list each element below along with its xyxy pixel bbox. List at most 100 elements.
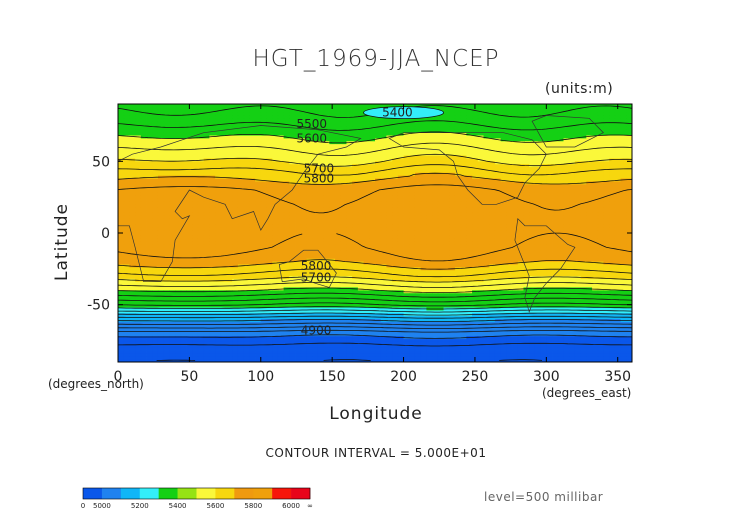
heatmap-cell [454, 235, 462, 240]
heatmap-cell [597, 255, 604, 260]
heatmap-cell [340, 192, 347, 197]
heatmap-cell [494, 258, 502, 263]
heatmap-cell [517, 235, 524, 240]
heatmap-cell [357, 109, 364, 113]
heatmap-cell [352, 227, 359, 231]
heatmap-cell [363, 241, 370, 245]
heatmap-cell [397, 230, 404, 234]
heatmap-cell [409, 244, 416, 248]
heatmap-cell [380, 149, 387, 154]
heatmap-cell [129, 230, 136, 234]
heatmap-cell [340, 124, 347, 128]
heatmap-cell [180, 207, 187, 211]
heatmap-cell [403, 147, 410, 151]
heatmap-cell [580, 104, 587, 108]
heatmap-cell [266, 118, 273, 122]
heatmap-cell [203, 247, 210, 251]
heatmap-cell [397, 124, 404, 128]
heatmap-cell [483, 124, 490, 128]
heatmap-cell [329, 169, 336, 174]
heatmap-cell [118, 215, 125, 220]
heatmap-cell [118, 141, 125, 145]
heatmap-cell [500, 230, 507, 234]
heatmap-cell [609, 141, 616, 145]
heatmap-cell [283, 115, 290, 119]
heatmap-cell [380, 164, 387, 168]
heatmap-cell [129, 201, 136, 205]
heatmap-cell [386, 255, 393, 260]
heatmap-cell [483, 192, 490, 197]
heatmap-cell [175, 198, 182, 202]
heatmap-cell [420, 253, 427, 257]
heatmap-cell [494, 215, 502, 220]
heatmap-cell [255, 121, 262, 125]
heatmap-cell [260, 172, 267, 177]
heatmap-cell [186, 129, 193, 134]
heatmap-cell [215, 198, 222, 202]
heatmap-cell [460, 233, 467, 237]
heatmap-cell [357, 158, 364, 162]
heatmap-cell [272, 258, 279, 263]
heatmap-cell [563, 181, 570, 185]
heatmap-cell [483, 161, 490, 165]
heatmap-cell [500, 238, 507, 242]
heatmap-cell [409, 158, 416, 162]
heatmap-cell [118, 258, 125, 263]
heatmap-cell [243, 155, 250, 159]
heatmap-cell [586, 129, 593, 134]
heatmap-cell [586, 195, 593, 199]
heatmap-cell [403, 215, 410, 220]
heatmap-cell [357, 184, 364, 188]
heatmap-cell [477, 115, 484, 119]
heatmap-cell [563, 255, 570, 260]
heatmap-cell [483, 218, 490, 222]
heatmap-cell [472, 238, 479, 242]
heatmap-cell [420, 201, 427, 205]
heatmap-cell [386, 218, 393, 222]
heatmap-cell [255, 224, 262, 228]
heatmap-cell [237, 169, 245, 174]
heatmap-cell [563, 230, 570, 234]
heatmap-cell [454, 132, 462, 136]
heatmap-cell [335, 118, 342, 122]
heatmap-cell [266, 152, 273, 156]
heatmap-cell [180, 124, 187, 128]
heatmap-cell [569, 247, 576, 251]
heatmap-cell [512, 175, 519, 179]
heatmap-cell [283, 250, 290, 254]
heatmap-cell [449, 241, 456, 245]
heatmap-cell [529, 104, 536, 108]
heatmap-cell [540, 250, 547, 254]
heatmap-cell [626, 181, 632, 185]
heatmap-cell [203, 109, 210, 113]
heatmap-cell [215, 129, 222, 134]
heatmap-cell [375, 207, 382, 211]
heatmap-cell [403, 210, 410, 214]
heatmap-cell [483, 253, 490, 257]
heatmap-cell [454, 144, 462, 148]
heatmap-cell [289, 169, 296, 174]
heatmap-cell [586, 126, 593, 131]
heatmap-cell [312, 129, 319, 134]
heatmap-cell [386, 210, 393, 214]
heatmap-cell [483, 118, 490, 122]
heatmap-cell [317, 132, 324, 136]
heatmap-cell [283, 124, 290, 128]
heatmap-cell [386, 244, 393, 248]
heatmap-cell [157, 141, 165, 145]
heatmap-cell [540, 138, 547, 142]
heatmap-cell [460, 147, 467, 151]
heatmap-cell [626, 112, 632, 116]
heatmap-cell [614, 124, 621, 128]
heatmap-cell [289, 215, 296, 220]
heatmap-cell [152, 198, 159, 202]
heatmap-cell [483, 175, 490, 179]
heatmap-cell [163, 124, 170, 128]
heatmap-cell [220, 109, 227, 113]
heatmap-cell [180, 201, 187, 205]
heatmap-cell [346, 138, 353, 142]
heatmap-cell [375, 255, 382, 260]
heatmap-cell [289, 112, 296, 116]
heatmap-cell [569, 221, 576, 225]
heatmap-cell [197, 129, 205, 134]
